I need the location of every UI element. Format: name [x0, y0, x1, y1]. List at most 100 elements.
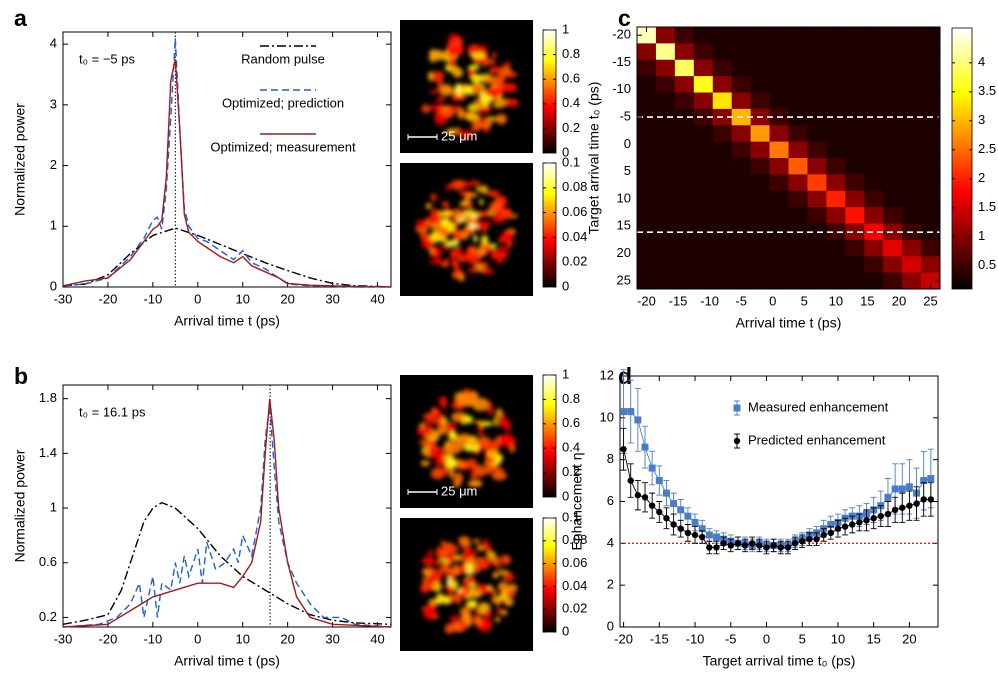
- data-point: [806, 535, 813, 543]
- heatmap-cell: [750, 59, 770, 77]
- heatmap-cell: [693, 43, 714, 61]
- heatmap-cell: [807, 190, 827, 208]
- y-tick-label: 1.8: [39, 390, 57, 405]
- colorbar-tick-label: 0.8: [562, 391, 580, 406]
- data-point: [706, 544, 713, 551]
- heatmap-cell: [655, 239, 676, 257]
- speckle-grain: [479, 562, 490, 570]
- heatmap-cell: [655, 256, 676, 274]
- heatmap-cell: [637, 108, 657, 126]
- speckle-grain: [462, 549, 477, 559]
- x-axis-label: Target arrival time t₀ (ps): [703, 653, 856, 669]
- data-point: [784, 544, 792, 551]
- speckle-grain: [460, 414, 467, 426]
- x-axis-label: Arrival time t (ps): [174, 313, 280, 329]
- speckle-grain: [480, 185, 489, 194]
- data-point: [777, 544, 784, 551]
- heatmap-cell: [655, 125, 676, 143]
- heatmap-cell: [731, 125, 752, 143]
- colorbar-tick-label: 0.6: [562, 415, 580, 430]
- y-tick-label: 3: [50, 96, 57, 111]
- speckle-grain: [448, 431, 458, 441]
- heatmap-cell: [637, 125, 657, 143]
- speckle-grain: [500, 554, 512, 565]
- data-point: [813, 535, 820, 543]
- speckle-grain: [445, 128, 459, 136]
- speckle-grain: [436, 546, 446, 553]
- colorbar-tick-label: 4: [978, 54, 985, 69]
- data-line: [62, 398, 392, 628]
- heatmap-cell: [693, 141, 714, 159]
- speckle-grain: [503, 62, 512, 67]
- heatmap-cell: [750, 76, 770, 93]
- speckle-grain: [449, 554, 455, 564]
- speckle-grain: [477, 250, 488, 257]
- y-tick-label: 4: [50, 36, 57, 51]
- heatmap-cell: [731, 59, 752, 77]
- heatmap-cell: [655, 272, 676, 290]
- data-point: [856, 519, 863, 526]
- heatmap-cell: [731, 174, 752, 192]
- heatmap-cell: [883, 27, 903, 44]
- data-point: [691, 531, 699, 539]
- heatmap-cell: [826, 158, 846, 175]
- speckle-grain: [452, 36, 464, 49]
- colorbar-tick-label: 0: [562, 623, 569, 638]
- heatmap-cell: [864, 108, 884, 126]
- heatmap-cell: [731, 158, 752, 175]
- x-axis-label: Arrival time t (ps): [736, 315, 842, 331]
- speckle-grain: [424, 419, 435, 426]
- colorbar-tick-label: 0.2: [562, 120, 580, 135]
- heatmap-cell: [750, 141, 770, 159]
- heatmap-cell: [864, 43, 884, 61]
- heatmap-cell: [769, 158, 789, 175]
- speckle-grain: [500, 588, 508, 596]
- colorbar-tick-label: 1.5: [978, 199, 996, 214]
- x-tick-label: 20: [280, 631, 294, 646]
- panel-letter: a: [14, 5, 27, 31]
- heatmap-cell: [845, 272, 865, 290]
- heatmap-cell: [826, 76, 846, 93]
- y-tick-label: 8: [607, 451, 614, 466]
- speckle-grain: [500, 232, 514, 243]
- data-point: [734, 540, 742, 547]
- speckle-grain: [429, 246, 435, 256]
- speckle-grain: [425, 202, 433, 210]
- speckle-grain: [495, 408, 503, 418]
- speckle-grain: [498, 434, 515, 447]
- heatmap-cell: [807, 239, 827, 257]
- heatmap-cell: [826, 207, 846, 224]
- y-tick-label: 2: [50, 157, 57, 172]
- data-point: [920, 496, 927, 503]
- data-point: [670, 521, 677, 528]
- speckle-grain: [430, 193, 437, 202]
- heatmap-cell: [902, 158, 922, 175]
- speckle-grain: [452, 271, 460, 279]
- heatmap-cell: [788, 174, 808, 192]
- speckle-grain: [499, 208, 512, 217]
- speckle-pattern: [419, 536, 518, 635]
- speckle-grain: [499, 414, 507, 428]
- heatmap-cell: [902, 207, 922, 224]
- speckle-grain: [478, 423, 484, 437]
- heatmap-cell: [921, 174, 941, 192]
- speckle-grain: [449, 465, 455, 479]
- speckle-grain: [492, 101, 505, 109]
- data-point: [634, 416, 642, 424]
- y-axis-label: Normalized power: [12, 103, 28, 216]
- heatmap-cell: [693, 190, 714, 208]
- heatmap-cell: [921, 239, 941, 257]
- speckle-grain: [440, 540, 446, 546]
- heatmap-cell: [845, 207, 865, 224]
- heatmap-cell: [864, 27, 884, 44]
- heatmap-cell: [731, 76, 752, 93]
- heatmap-cell: [712, 256, 733, 274]
- heatmap-cell: [883, 92, 903, 110]
- data-line: [62, 59, 392, 288]
- heatmap-cell: [712, 272, 733, 290]
- data-point: [791, 540, 799, 547]
- data-point: [705, 531, 713, 539]
- speckle-grain: [490, 87, 499, 100]
- heatmap-cell: [769, 141, 789, 159]
- heatmap-cell: [693, 76, 714, 93]
